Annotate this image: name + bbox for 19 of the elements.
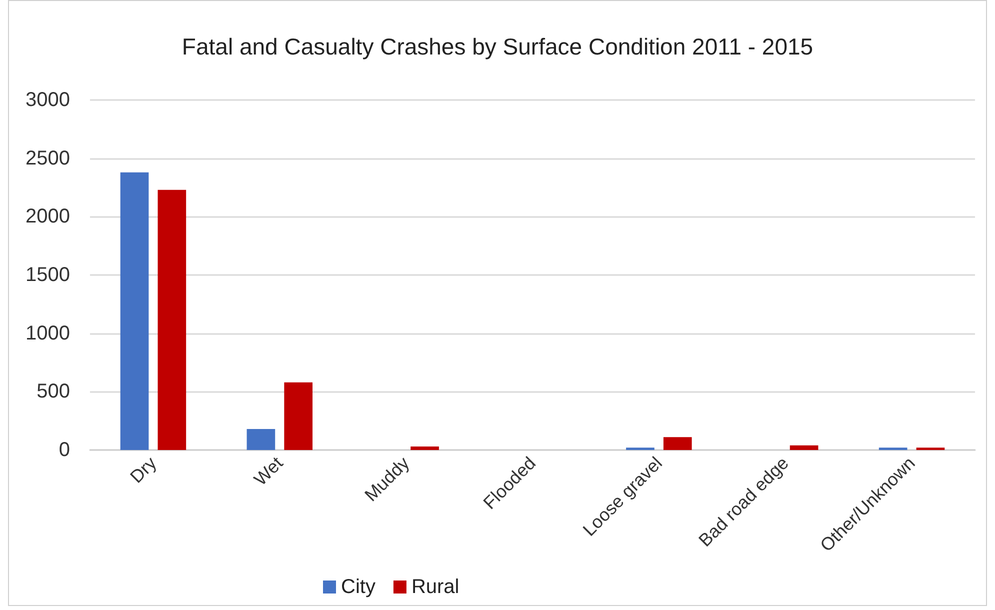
bar: [663, 437, 692, 450]
y-tick-label: 1000: [26, 322, 70, 344]
legend-label: Rural: [411, 576, 460, 598]
y-tick-label: 2000: [26, 206, 70, 228]
bar: [284, 382, 313, 450]
y-tick-label: 1500: [26, 264, 70, 286]
y-tick-label: 2500: [26, 147, 70, 170]
x-tick-label: Dry: [126, 452, 160, 487]
y-tick-label: 500: [36, 380, 70, 403]
y-tick-label: 3000: [26, 89, 70, 111]
y-tick-label: 0: [58, 439, 70, 461]
legend-label: City: [341, 576, 376, 598]
bar: [410, 446, 439, 450]
chart-title: Fatal and Casualty Crashes by Surface Condition 2011 - 2015: [182, 34, 814, 60]
bar: [246, 429, 276, 450]
bar: [120, 172, 149, 450]
bar: [790, 445, 818, 450]
x-tick-label: Wet: [250, 452, 287, 490]
bar: [158, 190, 186, 450]
